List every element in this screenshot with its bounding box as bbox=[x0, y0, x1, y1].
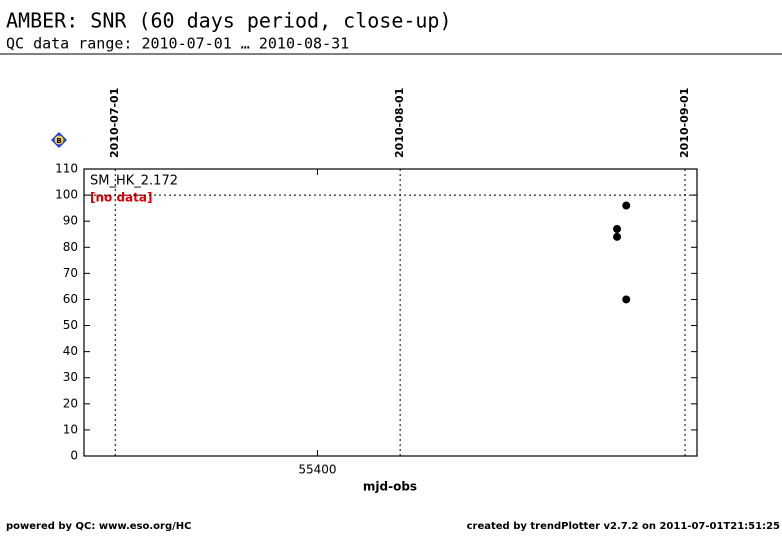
x-axis-label: mjd-obs bbox=[363, 480, 417, 494]
point bbox=[613, 225, 622, 234]
y-tick-label: 0 bbox=[70, 449, 78, 463]
badge-dot bbox=[54, 135, 64, 145]
date-label: 2010-09-01 bbox=[678, 88, 691, 158]
badge-letter: B bbox=[56, 137, 61, 145]
x-tick-label: 55400 bbox=[298, 463, 336, 477]
y-tick-label: 10 bbox=[63, 422, 78, 436]
y-tick-label: 50 bbox=[63, 318, 78, 332]
badge: B bbox=[51, 132, 67, 148]
plot-frame bbox=[83, 168, 698, 457]
status-label: [no data] bbox=[90, 191, 152, 205]
footer-left: powered by QC: www.eso.org/HC bbox=[6, 521, 191, 532]
y-tick-label: 70 bbox=[63, 266, 78, 280]
page-title: AMBER: SNR (60 days period, close-up) bbox=[6, 9, 452, 33]
page-subtitle: QC data range: 2010-07-01 … 2010-08-31 bbox=[6, 35, 349, 53]
y-tick-label: 100 bbox=[55, 188, 78, 202]
point bbox=[613, 232, 622, 241]
date-label: 2010-07-01 bbox=[108, 88, 121, 158]
y-tick-label: 110 bbox=[55, 162, 78, 176]
y-tick-label: 30 bbox=[63, 370, 78, 384]
panel-label: SM_HK_2.172 bbox=[90, 174, 178, 189]
y-tick-label: 60 bbox=[63, 292, 78, 306]
point bbox=[622, 201, 631, 210]
footer-right: created by trendPlotter v2.7.2 on 2011-0… bbox=[467, 521, 780, 532]
y-tick-label: 20 bbox=[63, 396, 78, 410]
y-tick-label: 80 bbox=[63, 240, 78, 254]
y-tick-label: 90 bbox=[63, 214, 78, 228]
date-label: 2010-08-01 bbox=[393, 88, 406, 158]
point bbox=[622, 295, 631, 304]
y-tick-label: 40 bbox=[63, 344, 78, 358]
